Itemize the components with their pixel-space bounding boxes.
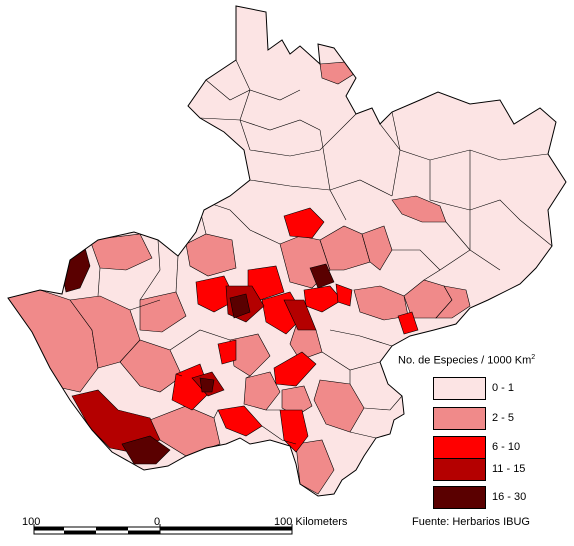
legend-swatch-4 [433, 458, 486, 481]
municipality-region [195, 275, 237, 313]
municipality-region [89, 233, 153, 271]
municipality-region [199, 377, 215, 393]
legend-label-4: 11 - 15 [492, 463, 526, 475]
legend-label-2: 2 - 5 [492, 412, 515, 424]
scale-right-label: 100 Kilometers [274, 516, 348, 528]
legend-swatch-2 [433, 407, 486, 430]
municipality-region [229, 333, 271, 377]
municipality-region [217, 339, 237, 365]
municipality-region [243, 371, 281, 411]
municipality-region [281, 385, 313, 417]
scale-middle-label: 0 [154, 516, 161, 528]
municipality-region [121, 435, 171, 465]
scale-bar [33, 524, 293, 535]
municipality-region [309, 263, 335, 289]
municipality-region [397, 311, 419, 335]
municipality-region [303, 285, 343, 313]
legend-swatch-1 [433, 377, 486, 400]
municipality-region [435, 285, 471, 319]
municipality-region [273, 351, 317, 387]
municipality-region [247, 265, 285, 301]
municipality-region [319, 61, 355, 85]
municipality-region [361, 225, 393, 271]
legend-swatch-3 [433, 436, 486, 459]
municipality-region [283, 299, 317, 331]
municipality-region [335, 283, 353, 307]
municipality-region [283, 207, 325, 239]
municipality-region [217, 405, 263, 437]
municipality-region [139, 291, 187, 333]
scale-left-label: 100 [22, 516, 41, 528]
legend-label-1: 0 - 1 [492, 382, 515, 394]
municipality-boundaries [97, 59, 553, 445]
source-credit: Fuente: Herbarios IBUG [412, 516, 530, 528]
legend-label-3: 6 - 10 [492, 441, 521, 453]
municipality-region [229, 293, 251, 319]
municipality-region [295, 439, 335, 495]
legend-title: No. de Especies / 1000 Km2 [398, 354, 536, 367]
legend-swatch-5 [433, 486, 486, 509]
legend-label-5: 16 - 30 [492, 491, 527, 503]
